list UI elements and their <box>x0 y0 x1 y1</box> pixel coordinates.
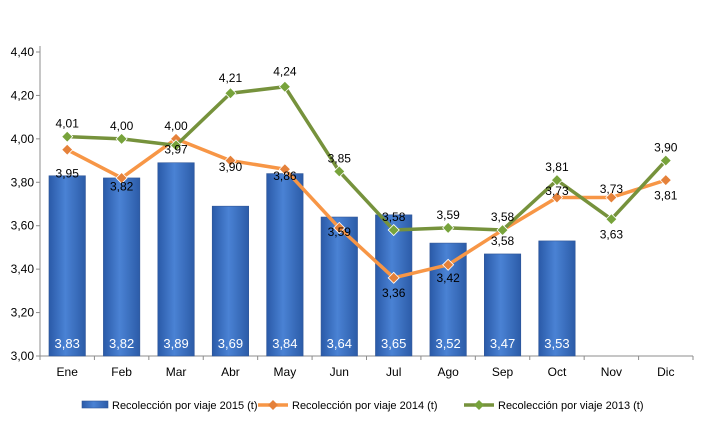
x-tick-label: Feb <box>111 365 132 379</box>
line-value-label: 3,63 <box>600 227 624 241</box>
line-value-label: 3,90 <box>654 141 678 155</box>
y-tick-label: 4,20 <box>11 88 35 102</box>
x-tick-label: Abr <box>221 365 240 379</box>
bar-value-label: 3,47 <box>490 336 515 351</box>
bar <box>48 175 86 357</box>
x-tick-label: Ago <box>437 365 459 379</box>
bar <box>266 173 304 357</box>
legend-label: Recolección por viaje 2013 (t) <box>498 400 644 412</box>
series-marker <box>169 139 183 152</box>
legend: Recolección por viaje 2015 (t) Recolecció… <box>81 400 644 412</box>
bar-value-label: 3,83 <box>55 336 80 351</box>
line-value-label: 3,73 <box>600 182 624 196</box>
line-value-label: 3,73 <box>545 184 569 198</box>
series-marker <box>61 130 74 143</box>
x-tick-label: Mar <box>166 365 187 379</box>
x-tick-label: May <box>274 365 297 379</box>
line-value-label: 4,24 <box>273 65 297 79</box>
bar-value-label: 3,53 <box>544 336 569 351</box>
line-value-label: 4,00 <box>164 119 188 133</box>
line-value-label: 3,42 <box>436 271 460 285</box>
series-marker <box>605 191 618 204</box>
series-marker <box>278 80 291 93</box>
line-value-label: 3,82 <box>110 180 134 194</box>
series-line-1 <box>66 137 667 280</box>
series-marker <box>387 223 400 237</box>
bar-value-label: 3,65 <box>381 336 406 351</box>
line-value-label: 3,58 <box>382 210 406 224</box>
y-tick-label: 3,60 <box>11 219 35 233</box>
x-tick-label: Sep <box>492 365 514 379</box>
y-tick-label: 4,40 <box>11 45 35 59</box>
line-value-label: 3,81 <box>654 188 678 202</box>
x-tick-label: Dic <box>657 365 674 379</box>
y-tick-label: 3,20 <box>11 306 35 320</box>
line-value-label: 4,01 <box>56 117 80 131</box>
legend-label: Recolección por viaje 2014 (t) <box>292 400 438 412</box>
line-value-label: 3,58 <box>491 234 515 248</box>
x-tick-label: Nov <box>601 365 622 379</box>
line-value-label: 3,85 <box>328 151 352 165</box>
bar-value-label: 3,69 <box>218 336 243 351</box>
line-value-label: 3,81 <box>545 160 569 174</box>
bar-value-label: 3,52 <box>435 336 460 351</box>
y-tick-label: 3,40 <box>11 262 35 276</box>
line-value-label: 4,00 <box>110 119 134 133</box>
series-marker <box>659 154 672 167</box>
bars-layer <box>48 162 576 357</box>
line-value-label: 4,21 <box>219 71 243 85</box>
line-value-label: 3,86 <box>273 169 297 183</box>
series-marker <box>442 221 455 234</box>
series-marker <box>61 143 74 156</box>
y-tick-label: 3,00 <box>11 349 35 363</box>
series-marker <box>224 87 237 100</box>
series-marker <box>442 258 455 271</box>
lines-layer <box>61 80 672 284</box>
bar-value-label: 3,89 <box>163 336 188 351</box>
series-marker <box>550 191 564 204</box>
x-tick-label: Jun <box>330 365 349 379</box>
bar <box>484 253 522 357</box>
series-marker <box>659 174 672 187</box>
bar <box>157 162 195 357</box>
series-marker <box>115 171 128 185</box>
line-value-label: 3,90 <box>219 160 243 174</box>
line-value-label: 3,95 <box>56 167 80 181</box>
x-tick-label: Ene <box>57 365 79 379</box>
y-tick-label: 3,80 <box>11 175 35 189</box>
legend-label: Recolección por viaje 2015 (t) <box>112 400 258 412</box>
legend-swatch-bar <box>81 400 109 409</box>
y-tick-label: 4,00 <box>11 132 35 146</box>
series-marker <box>333 221 346 234</box>
bar <box>103 177 141 357</box>
series-marker <box>496 223 509 237</box>
series-marker <box>333 165 346 178</box>
series-marker <box>115 132 128 145</box>
bar <box>538 240 576 357</box>
line-value-label: 3,97 <box>164 143 188 157</box>
series-line-2 <box>67 84 668 232</box>
bar-value-label: 3,84 <box>272 336 297 351</box>
axes-layer: 3,00 3,20 3,40 3,60 3,80 4,00 4,20 4,40 Ene Feb Ma… <box>11 45 694 379</box>
series-marker <box>278 163 291 176</box>
data-labels-layer: 3,83 3,82 3,89 3,69 3,84 3,64 3,65 3,52 3,47 3,53… <box>55 65 678 351</box>
series-marker <box>224 154 237 167</box>
x-tick-label: Jul <box>386 365 401 379</box>
line-value-label: 3,59 <box>436 208 460 222</box>
series-marker <box>387 271 400 284</box>
line-value-label: 3,36 <box>382 286 406 300</box>
x-tick-label: Oct <box>548 365 567 379</box>
line-value-label: 3,59 <box>328 225 352 239</box>
bar-value-label: 3,82 <box>109 336 134 351</box>
line-value-label: 3,58 <box>491 210 515 224</box>
legend-swatch-marker <box>474 400 484 410</box>
bar <box>211 205 249 357</box>
legend-swatch-marker <box>268 400 278 410</box>
bar-value-label: 3,64 <box>327 336 352 351</box>
series-marker <box>550 174 564 187</box>
bar <box>375 214 413 357</box>
series-marker <box>605 213 618 226</box>
